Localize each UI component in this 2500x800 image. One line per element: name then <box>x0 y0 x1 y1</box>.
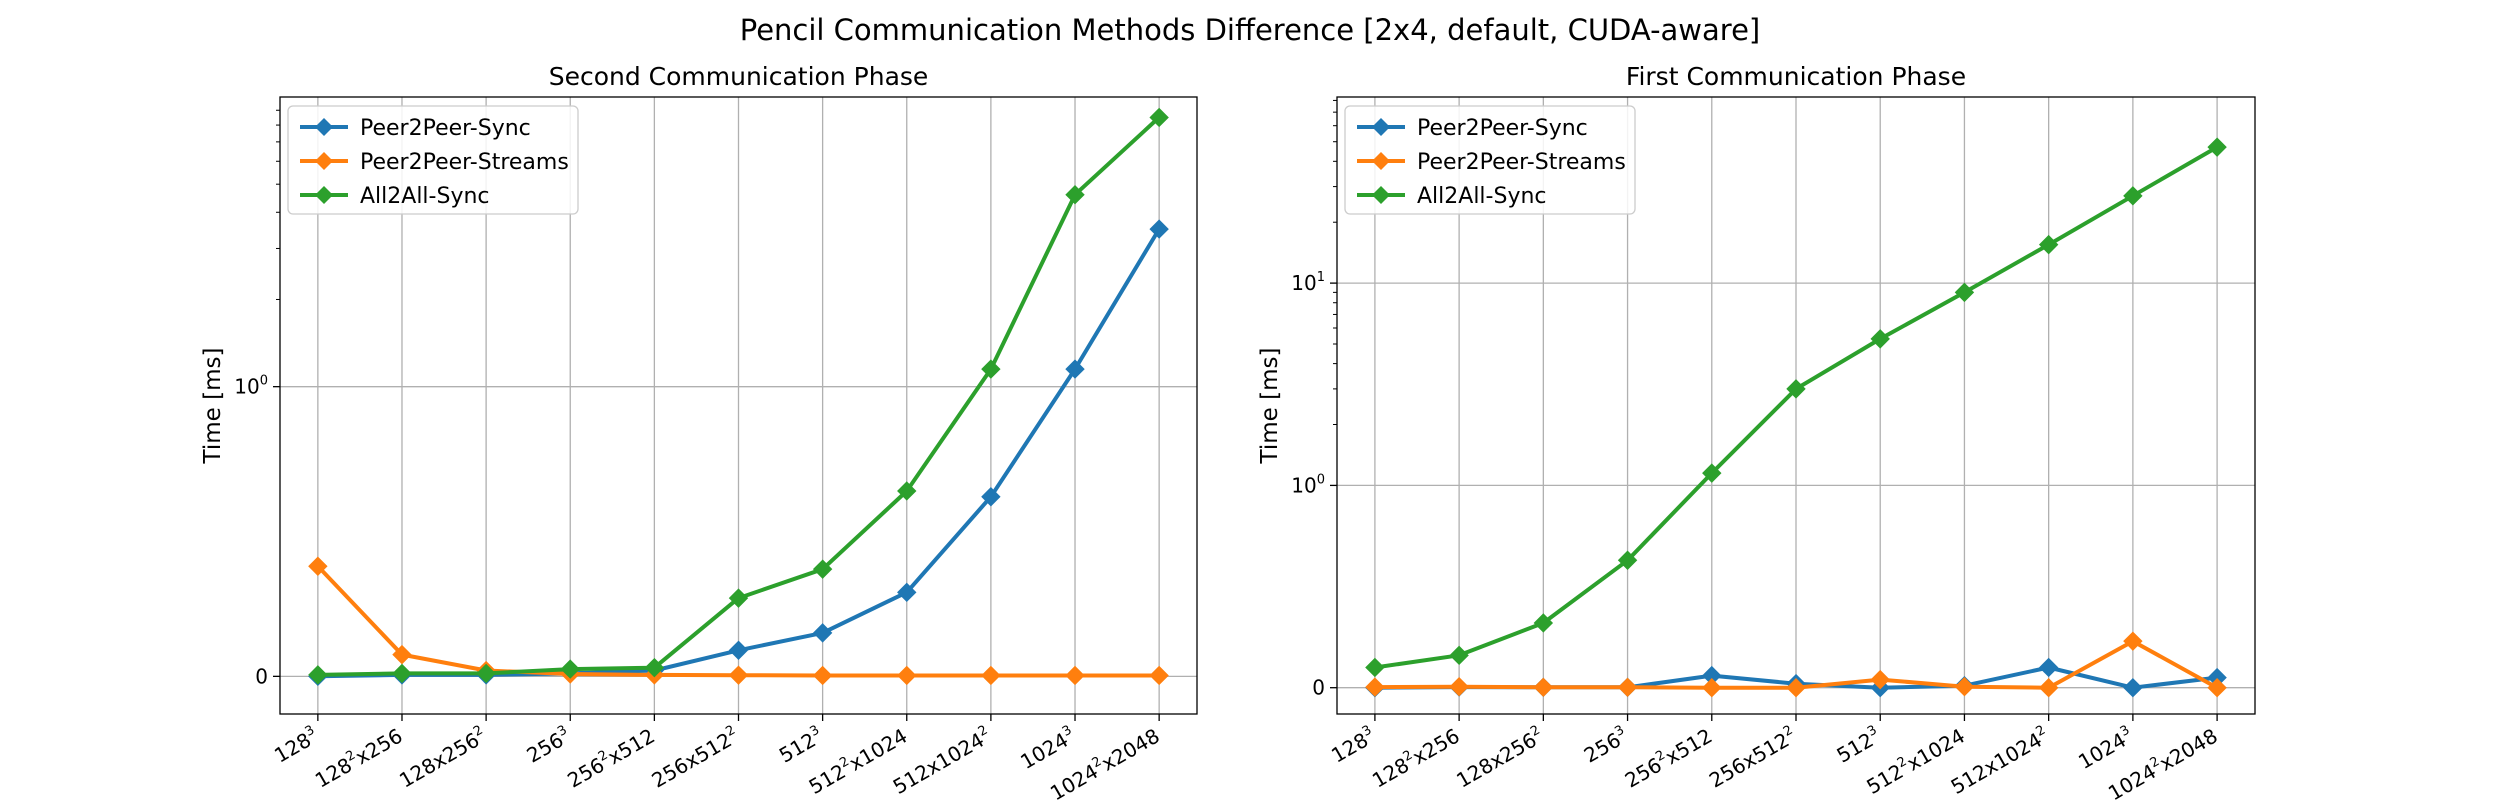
point-peer2peer-streams <box>1449 676 1469 697</box>
point-all2all-sync <box>2207 137 2227 157</box>
y-axis-label: Time [ms] <box>200 348 226 465</box>
legend-label-all2all-sync: All2All-Sync <box>360 184 490 209</box>
point-peer2peer-sync <box>1149 219 1169 239</box>
point-all2all-sync <box>644 657 665 678</box>
point-peer2peer-streams <box>1365 677 1385 697</box>
y-tick-exponent: 1 <box>1317 270 1325 285</box>
point-peer2peer-sync <box>2038 657 2059 678</box>
point-peer2peer-streams <box>2123 631 2143 651</box>
point-peer2peer-streams <box>1954 676 1975 697</box>
point-peer2peer-streams <box>1702 677 1722 698</box>
point-all2all-sync <box>392 663 412 684</box>
point-peer2peer-streams <box>1617 677 1638 698</box>
point-peer2peer-streams <box>392 644 412 665</box>
legend-marker-peer2peer-sync <box>315 118 333 136</box>
y-tick-exponent: 0 <box>260 374 268 389</box>
point-peer2peer-streams <box>2038 677 2059 698</box>
point-peer2peer-sync <box>2123 677 2143 698</box>
point-peer2peer-streams <box>897 665 917 686</box>
point-peer2peer-streams <box>1149 665 1169 686</box>
point-all2all-sync <box>812 559 833 579</box>
point-all2all-sync <box>1365 657 1385 678</box>
y-axis-label: Time [ms] <box>1257 348 1283 465</box>
legend-label-peer2peer-sync: Peer2Peer-Sync <box>1417 116 1588 141</box>
legend-label-all2all-sync: All2All-Sync <box>1417 184 1547 209</box>
axis-title: Second Communication Phase <box>549 62 929 91</box>
legend-marker-all2all-sync <box>315 186 333 204</box>
point-peer2peer-streams <box>1870 669 1890 690</box>
point-peer2peer-streams <box>728 665 749 685</box>
legend-marker-peer2peer-sync <box>1372 118 1390 136</box>
point-all2all-sync <box>1617 550 1638 570</box>
point-all2all-sync <box>560 659 580 679</box>
point-peer2peer-streams <box>1533 677 1554 698</box>
point-all2all-sync <box>2123 186 2143 206</box>
point-peer2peer-streams <box>308 556 328 576</box>
legend-marker-peer2peer-streams <box>315 152 333 170</box>
point-all2all-sync <box>1870 329 1890 349</box>
point-peer2peer-streams <box>1786 677 1806 698</box>
point-all2all-sync <box>1702 463 1722 483</box>
legend-box <box>287 105 579 215</box>
axis-title: First Communication Phase <box>1626 62 1966 91</box>
legend-marker-peer2peer-streams <box>1372 152 1390 170</box>
legend-label-peer2peer-streams: Peer2Peer-Streams <box>1417 150 1626 175</box>
point-all2all-sync <box>1065 184 1085 205</box>
point-peer2peer-sync <box>728 640 749 660</box>
point-peer2peer-sync <box>981 487 1001 507</box>
y-tick-label: 0 <box>255 664 268 688</box>
legend-label-peer2peer-streams: Peer2Peer-Streams <box>360 150 569 175</box>
point-peer2peer-sync <box>1065 359 1085 379</box>
point-all2all-sync <box>1533 613 1554 633</box>
figure-title: Pencil Communication Methods Difference … <box>740 13 1761 47</box>
legend-label-peer2peer-sync: Peer2Peer-Sync <box>360 116 531 141</box>
point-peer2peer-streams <box>812 665 833 686</box>
legend-marker-all2all-sync <box>1372 186 1390 204</box>
y-tick-label: 0 <box>1312 676 1325 700</box>
point-all2all-sync <box>728 588 749 608</box>
point-all2all-sync <box>476 663 496 684</box>
legend-box <box>1344 105 1636 215</box>
point-all2all-sync <box>308 665 328 685</box>
point-peer2peer-streams <box>1065 665 1085 686</box>
point-all2all-sync <box>1786 379 1806 399</box>
point-all2all-sync <box>981 359 1001 379</box>
point-peer2peer-sync <box>897 582 917 603</box>
point-all2all-sync <box>1449 645 1469 666</box>
point-peer2peer-streams <box>981 665 1001 686</box>
point-all2all-sync <box>1954 282 1975 303</box>
point-all2all-sync <box>1149 107 1169 128</box>
point-all2all-sync <box>2038 234 2059 255</box>
point-peer2peer-streams <box>2207 677 2227 698</box>
point-peer2peer-sync <box>812 623 833 643</box>
y-tick-exponent: 0 <box>1317 472 1325 487</box>
point-all2all-sync <box>897 481 917 501</box>
